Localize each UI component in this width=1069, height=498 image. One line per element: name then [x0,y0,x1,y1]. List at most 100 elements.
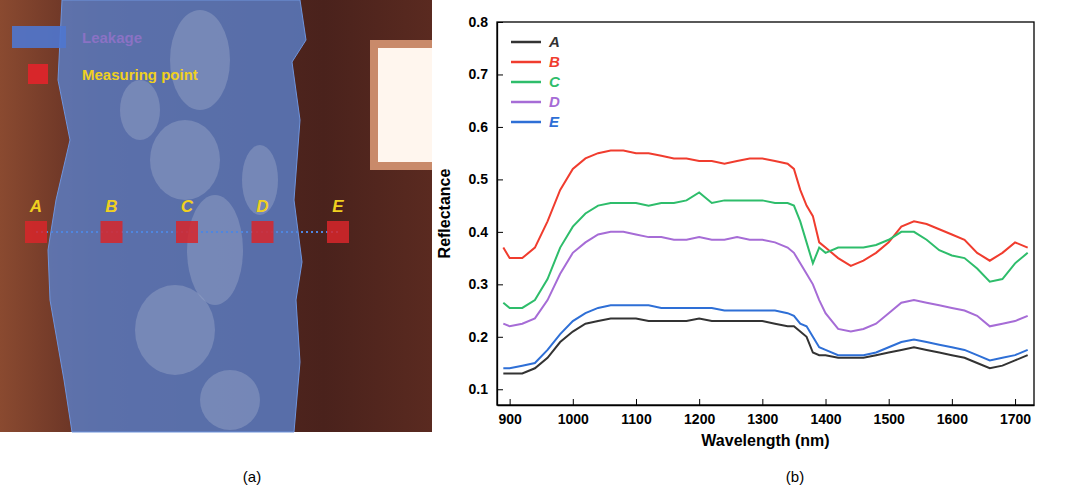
photo-legend-label: Measuring point [82,66,198,83]
leakage-region [48,0,306,432]
y-tick-label: 0.2 [469,329,489,345]
y-tick-label: 0.4 [469,224,489,240]
x-axis-title: Wavelength (nm) [701,432,829,449]
y-tick-mark [497,389,503,390]
x-tick-label: 1300 [747,411,778,427]
photo-window [378,48,432,162]
y-tick: 0.7 [469,66,503,82]
legend-swatch [511,81,541,84]
photo-background [0,0,432,432]
x-axis-line [498,405,1035,406]
x-tick-mark [699,399,700,405]
legend-label: B [549,53,560,70]
lines [503,151,1027,374]
legend-swatch [511,41,541,44]
x-tick: 900 [498,399,522,427]
leakage-texture [150,120,220,200]
measuring-point-label: E [332,197,344,216]
y-axis-line [497,23,498,406]
x-axis: 900 1000 1100 1200 1300 1400 1500 1600 1700 [498,399,1035,427]
series-line [503,193,1027,308]
x-tick-mark [1015,399,1016,405]
figure: LeakageMeasuring pointABCDE9001000110012… [0,0,1069,498]
x-tick-mark [826,399,827,405]
x-tick-mark [636,399,637,405]
measuring-point-label: B [105,197,117,216]
chart-panel: 900100011001200130014001500160017000.10.… [436,14,1034,449]
y-tick-mark [497,179,503,180]
legend-label: D [549,93,560,110]
x-tick: 1600 [937,399,968,427]
x-tick-label: 900 [498,411,522,427]
measuring-point [176,221,198,243]
y-tick-mark [497,284,503,285]
photo-panel: Leakage Measuring point A B C D E [0,0,432,432]
leakage-texture [242,145,278,215]
y-axis-title: Reflectance [436,168,453,258]
photo-legend-leakage-swatch [12,26,66,48]
x-tick: 1700 [1000,399,1031,427]
y-tick-mark [497,127,503,128]
panel-label: (b) [786,468,804,485]
leakage-texture [170,10,230,110]
x-tick-mark [889,399,890,405]
y-tick-label: 0.8 [469,14,489,30]
x-tick: 1300 [747,399,778,427]
x-tick-label: 1400 [810,411,841,427]
measuring-point-label: D [256,197,268,216]
x-tick-mark [952,399,953,405]
y-tick: 0.3 [469,276,503,292]
y-tick-label: 0.5 [469,171,489,187]
leakage-texture [120,80,160,140]
x-tick: 1000 [558,399,589,427]
y-tick: 0.5 [469,171,503,187]
measuring-point [25,221,47,243]
photo-legend-point-swatch [28,64,48,84]
y-tick-label: 0.3 [469,276,489,292]
y-tick: 0.4 [469,224,503,240]
x-tick: 1500 [874,399,905,427]
photo-legend-label: Leakage [82,29,142,46]
legend-label: E [549,113,560,130]
y-tick-mark [497,232,503,233]
x-tick-mark [762,399,763,405]
legend-swatch [511,101,541,104]
y-tick: 0.6 [469,119,503,135]
series-line [503,232,1027,332]
x-tick-label: 1600 [937,411,968,427]
x-tick-label: 1200 [684,411,715,427]
measuring-point-label: A [29,197,42,216]
legend-swatch [511,61,541,64]
photo-window-frame [370,40,432,170]
legend-label: C [549,73,561,90]
measuring-point [252,221,274,243]
plot-frame [497,22,1034,405]
series-line [503,305,1027,368]
x-tick-label: 1100 [621,411,652,427]
x-tick: 1100 [621,399,652,427]
measuring-point [101,221,123,243]
y-tick-label: 0.7 [469,66,489,82]
x-tick-mark [510,399,511,405]
x-tick-label: 1500 [874,411,905,427]
panel-label: (a) [243,468,261,485]
x-tick: 1200 [684,399,715,427]
y-axis: 0.1 0.2 0.3 0.4 0.5 0.6 0.7 0.8 [469,14,503,406]
measuring-point-label: C [181,197,194,216]
legend-label: A [548,33,560,50]
y-tick-label: 0.1 [469,381,489,397]
y-tick-label: 0.6 [469,119,489,135]
x-tick: 1400 [810,399,841,427]
leakage-texture [200,370,260,430]
x-tick-label: 1700 [1000,411,1031,427]
series-line [503,151,1027,266]
legend: ABCDE [511,33,561,130]
y-tick-mark [497,22,503,23]
leakage-texture [187,195,243,305]
leakage-texture [135,285,215,375]
measuring-point [327,221,349,243]
x-tick-label: 1000 [558,411,589,427]
y-tick-mark [497,74,503,75]
x-tick-mark [573,399,574,405]
y-tick: 0.2 [469,329,503,345]
